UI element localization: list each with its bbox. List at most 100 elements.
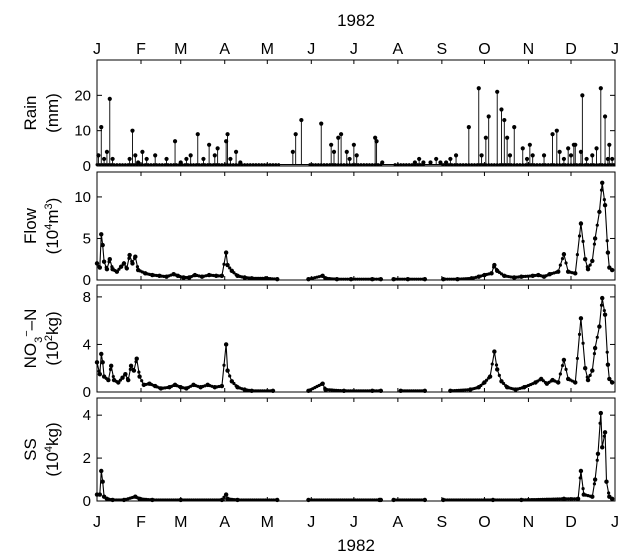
- rain-base-point: [123, 163, 127, 167]
- rain-base-point: [580, 163, 584, 167]
- ss-series-line: [97, 470, 278, 501]
- rain-point: [434, 156, 439, 162]
- flow-point: [99, 232, 104, 237]
- top-month-label: F: [136, 41, 146, 58]
- flow-point: [223, 250, 229, 255]
- rain-base-point: [578, 163, 582, 167]
- rain-base-point: [586, 163, 590, 167]
- rain-point: [212, 153, 217, 158]
- top-month-label: A: [393, 41, 404, 58]
- nitrate-point: [600, 295, 605, 301]
- flow-point: [609, 267, 615, 273]
- nitrate-daily-point: [605, 350, 609, 354]
- rain-base-point: [186, 163, 190, 167]
- rain-point: [188, 153, 193, 158]
- flow-point: [348, 276, 354, 282]
- rain-base-point: [126, 163, 130, 167]
- rain-base-point: [203, 163, 207, 167]
- rain-base-point: [453, 163, 457, 167]
- flow-point: [512, 275, 517, 280]
- rain-base-point: [121, 163, 125, 167]
- flow-point: [492, 262, 497, 268]
- rain-base-point: [245, 163, 249, 167]
- nitrate-daily-point: [602, 308, 606, 313]
- rain-point: [319, 121, 324, 126]
- rain-base-point: [600, 163, 604, 167]
- flow-point: [121, 261, 127, 266]
- rain-base-point: [481, 163, 485, 167]
- nitrate-point: [134, 356, 139, 361]
- flow-point: [157, 273, 162, 279]
- flow-daily-point: [560, 257, 565, 261]
- nitrate-point: [128, 363, 134, 369]
- rain-base-point: [194, 163, 198, 167]
- rain-base-point: [157, 163, 161, 167]
- ss-point: [441, 497, 446, 503]
- rain-base-point: [399, 163, 403, 167]
- rain-point: [466, 125, 471, 130]
- nitrate-daily-point: [137, 370, 141, 374]
- flow-daily-point: [595, 223, 599, 227]
- rain-point: [453, 153, 459, 158]
- rain-base-point: [189, 163, 193, 167]
- ss-daily-point: [581, 487, 585, 491]
- flow-point: [104, 267, 110, 272]
- nitrate-point: [448, 388, 453, 394]
- rain-base-point: [348, 163, 352, 167]
- rain-base-point: [461, 163, 465, 167]
- y-tick-label: 0: [83, 493, 91, 510]
- rain-base-point: [478, 163, 482, 167]
- flow-point: [101, 259, 107, 264]
- flow-daily-point: [602, 198, 606, 202]
- rain-base-point: [535, 163, 539, 167]
- flow-point: [547, 271, 552, 277]
- rain-point: [584, 156, 589, 162]
- rain-base-point: [538, 163, 542, 167]
- nitrate-point: [378, 388, 384, 394]
- nitrate-daily-point: [560, 363, 565, 368]
- flow-point: [114, 269, 120, 274]
- flow-point: [249, 276, 254, 281]
- flow-daily-point: [605, 239, 609, 243]
- rain-point: [505, 135, 510, 140]
- rain-base-point: [552, 163, 556, 167]
- y-axis-label-part: ): [43, 198, 62, 204]
- rain-base-point: [146, 163, 150, 167]
- rain-base-point: [223, 163, 227, 167]
- flow-point: [561, 252, 567, 257]
- flow-point: [582, 257, 588, 262]
- rain-base-point: [521, 163, 525, 167]
- rain-base-point: [410, 163, 414, 167]
- flow-point: [124, 266, 130, 271]
- rain-point: [133, 153, 138, 158]
- rain-point: [228, 156, 233, 162]
- flow-point: [378, 276, 384, 282]
- rain-base-point: [138, 163, 142, 167]
- flow-point: [455, 276, 460, 282]
- nitrate-point: [306, 388, 311, 394]
- rain-base-point: [115, 163, 119, 167]
- ss-point: [100, 479, 105, 484]
- rain-base-point: [595, 163, 599, 167]
- rain-point: [130, 128, 135, 133]
- rain-base-point: [592, 163, 596, 167]
- ss-point: [561, 496, 567, 502]
- nitrate-point: [544, 381, 550, 386]
- nitrate-point: [152, 383, 158, 389]
- panel-rain: 0 10 20 Rain (mm): [21, 59, 616, 175]
- nitrate-daily-point: [577, 332, 582, 336]
- nitrate-point: [556, 380, 561, 385]
- rain-base-point: [160, 163, 164, 167]
- nitrate-point: [249, 388, 254, 394]
- rain-base-point: [583, 163, 587, 167]
- rain-base-point: [257, 163, 261, 167]
- rain-point: [561, 156, 567, 162]
- rain-base-point: [560, 163, 564, 167]
- rain-base-point: [512, 163, 516, 167]
- ss-point: [598, 410, 604, 416]
- rain-base-point: [243, 163, 247, 167]
- rain-point: [566, 146, 571, 151]
- nitrate-daily-point: [497, 373, 501, 377]
- y-axis-label-part: (10: [43, 452, 62, 477]
